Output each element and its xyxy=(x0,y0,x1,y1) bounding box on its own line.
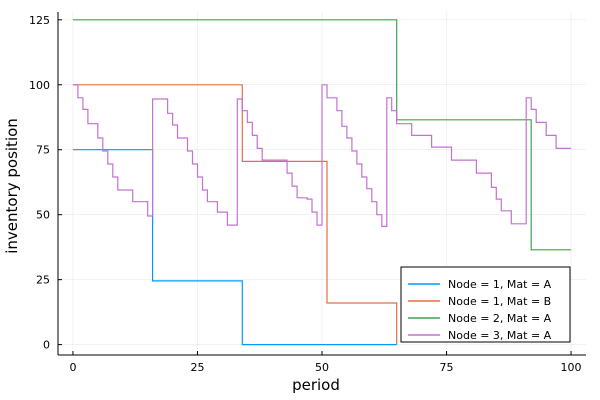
x-tick-label: 100 xyxy=(561,361,582,374)
legend-label-4: Node = 3, Mat = A xyxy=(448,329,552,342)
series-layer xyxy=(72,19,572,346)
x-tick-label: 0 xyxy=(69,361,76,374)
x-tick-label: 25 xyxy=(190,361,204,374)
legend-label-1: Node = 1, Mat = A xyxy=(448,278,552,291)
legend: Node = 1, Mat = A Node = 1, Mat = B Node =… xyxy=(400,266,571,343)
legend-label-3: Node = 2, Mat = A xyxy=(448,312,552,325)
series-line-1 xyxy=(72,149,397,346)
y-axis-title: inventory position xyxy=(3,118,21,254)
axes xyxy=(57,12,586,356)
y-tick-label: 25 xyxy=(36,274,50,287)
y-tick-label: 125 xyxy=(29,14,50,27)
y-tick-label: 50 xyxy=(36,209,50,222)
y-tick-label: 100 xyxy=(29,79,50,92)
legend-box xyxy=(400,266,571,343)
x-tick-label: 75 xyxy=(440,361,454,374)
legend-label-2: Node = 1, Mat = B xyxy=(448,295,551,308)
x-axis-title: period xyxy=(292,376,340,394)
series-line-2 xyxy=(72,84,398,345)
series-line-4 xyxy=(72,84,572,227)
y-tick-label: 75 xyxy=(36,144,50,157)
y-tick-label: 0 xyxy=(43,339,50,352)
tick-labels: 0 25 50 75 100 0 25 50 75 100 125 xyxy=(29,14,582,374)
series-line-3 xyxy=(72,19,572,251)
x-tick-label: 50 xyxy=(315,361,329,374)
